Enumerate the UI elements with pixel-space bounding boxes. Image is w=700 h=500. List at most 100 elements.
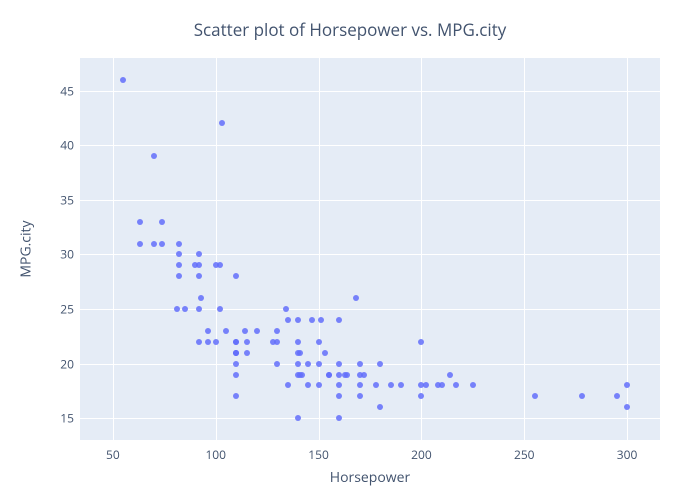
scatter-point [137,241,143,247]
scatter-point [159,219,165,225]
y-axis-label: MPG.city [17,220,36,277]
grid-line-h [80,254,660,255]
scatter-point [274,361,280,367]
scatter-point [305,382,311,388]
scatter-point [297,350,303,356]
grid-line-h [80,309,660,310]
scatter-point [316,339,322,345]
scatter-point [299,372,305,378]
scatter-point [295,339,301,345]
scatter-point [447,372,453,378]
scatter-point [137,219,143,225]
grid-line-v [216,58,217,440]
scatter-point [176,241,182,247]
scatter-point [377,361,383,367]
chart-title: Scatter plot of Horsepower vs. MPG.city [0,18,700,41]
y-tick-label: 45 [50,82,74,99]
scatter-point [344,372,350,378]
scatter-point [217,306,223,312]
scatter-point [624,382,630,388]
scatter-point [217,262,223,268]
y-tick-label: 20 [50,355,74,372]
scatter-point [336,393,342,399]
y-tick-label: 30 [50,246,74,263]
scatter-point [316,361,322,367]
y-tick-label: 40 [50,137,74,154]
scatter-point [295,317,301,323]
scatter-point [196,262,202,268]
scatter-point [233,273,239,279]
scatter-point [151,153,157,159]
scatter-point [398,382,404,388]
scatter-point [219,120,225,126]
scatter-point [242,328,248,334]
x-tick-label: 150 [308,446,329,463]
scatter-point [418,393,424,399]
scatter-point [624,404,630,410]
scatter-point [357,393,363,399]
scatter-point [176,273,182,279]
scatter-point [336,361,342,367]
scatter-point [196,339,202,345]
x-tick-label: 300 [617,446,638,463]
scatter-point [120,77,126,83]
x-tick-label: 50 [106,446,120,463]
scatter-point [182,306,188,312]
y-tick-label: 25 [50,301,74,318]
scatter-point [274,339,280,345]
scatter-point [196,251,202,257]
x-tick-label: 250 [514,446,535,463]
scatter-point [309,317,315,323]
scatter-point [223,328,229,334]
scatter-point [295,361,301,367]
scatter-point [196,306,202,312]
scatter-point [336,415,342,421]
scatter-point [373,382,379,388]
grid-line-h [80,364,660,365]
scatter-point [233,350,239,356]
scatter-point [377,404,383,410]
scatter-point [174,306,180,312]
scatter-point [336,372,342,378]
y-tick-label: 35 [50,191,74,208]
scatter-point [316,382,322,388]
x-tick-label: 100 [205,446,226,463]
grid-line-h [80,145,660,146]
y-tick-label: 15 [50,410,74,427]
scatter-point [205,339,211,345]
scatter-point [318,317,324,323]
grid-line-h [80,91,660,92]
scatter-point [205,328,211,334]
scatter-point [151,241,157,247]
x-axis-label: Horsepower [330,468,410,487]
grid-line-h [80,200,660,201]
x-tick-label: 200 [411,446,432,463]
scatter-point [295,415,301,421]
scatter-point [176,251,182,257]
scatter-point [439,382,445,388]
scatter-point [326,372,332,378]
grid-line-v [524,58,525,440]
scatter-point [213,339,219,345]
scatter-point [274,328,280,334]
scatter-point [283,306,289,312]
scatter-point [336,317,342,323]
scatter-point [453,382,459,388]
scatter-point [418,339,424,345]
scatter-point [357,382,363,388]
scatter-point [579,393,585,399]
scatter-point [353,295,359,301]
chart-container: Scatter plot of Horsepower vs. MPG.city … [0,0,700,500]
scatter-point [244,339,250,345]
scatter-point [233,361,239,367]
scatter-point [285,317,291,323]
scatter-point [361,372,367,378]
scatter-point [254,328,260,334]
scatter-point [233,372,239,378]
scatter-point [357,361,363,367]
scatter-point [176,262,182,268]
scatter-point [336,382,342,388]
scatter-point [285,382,291,388]
scatter-point [423,382,429,388]
scatter-point [470,382,476,388]
